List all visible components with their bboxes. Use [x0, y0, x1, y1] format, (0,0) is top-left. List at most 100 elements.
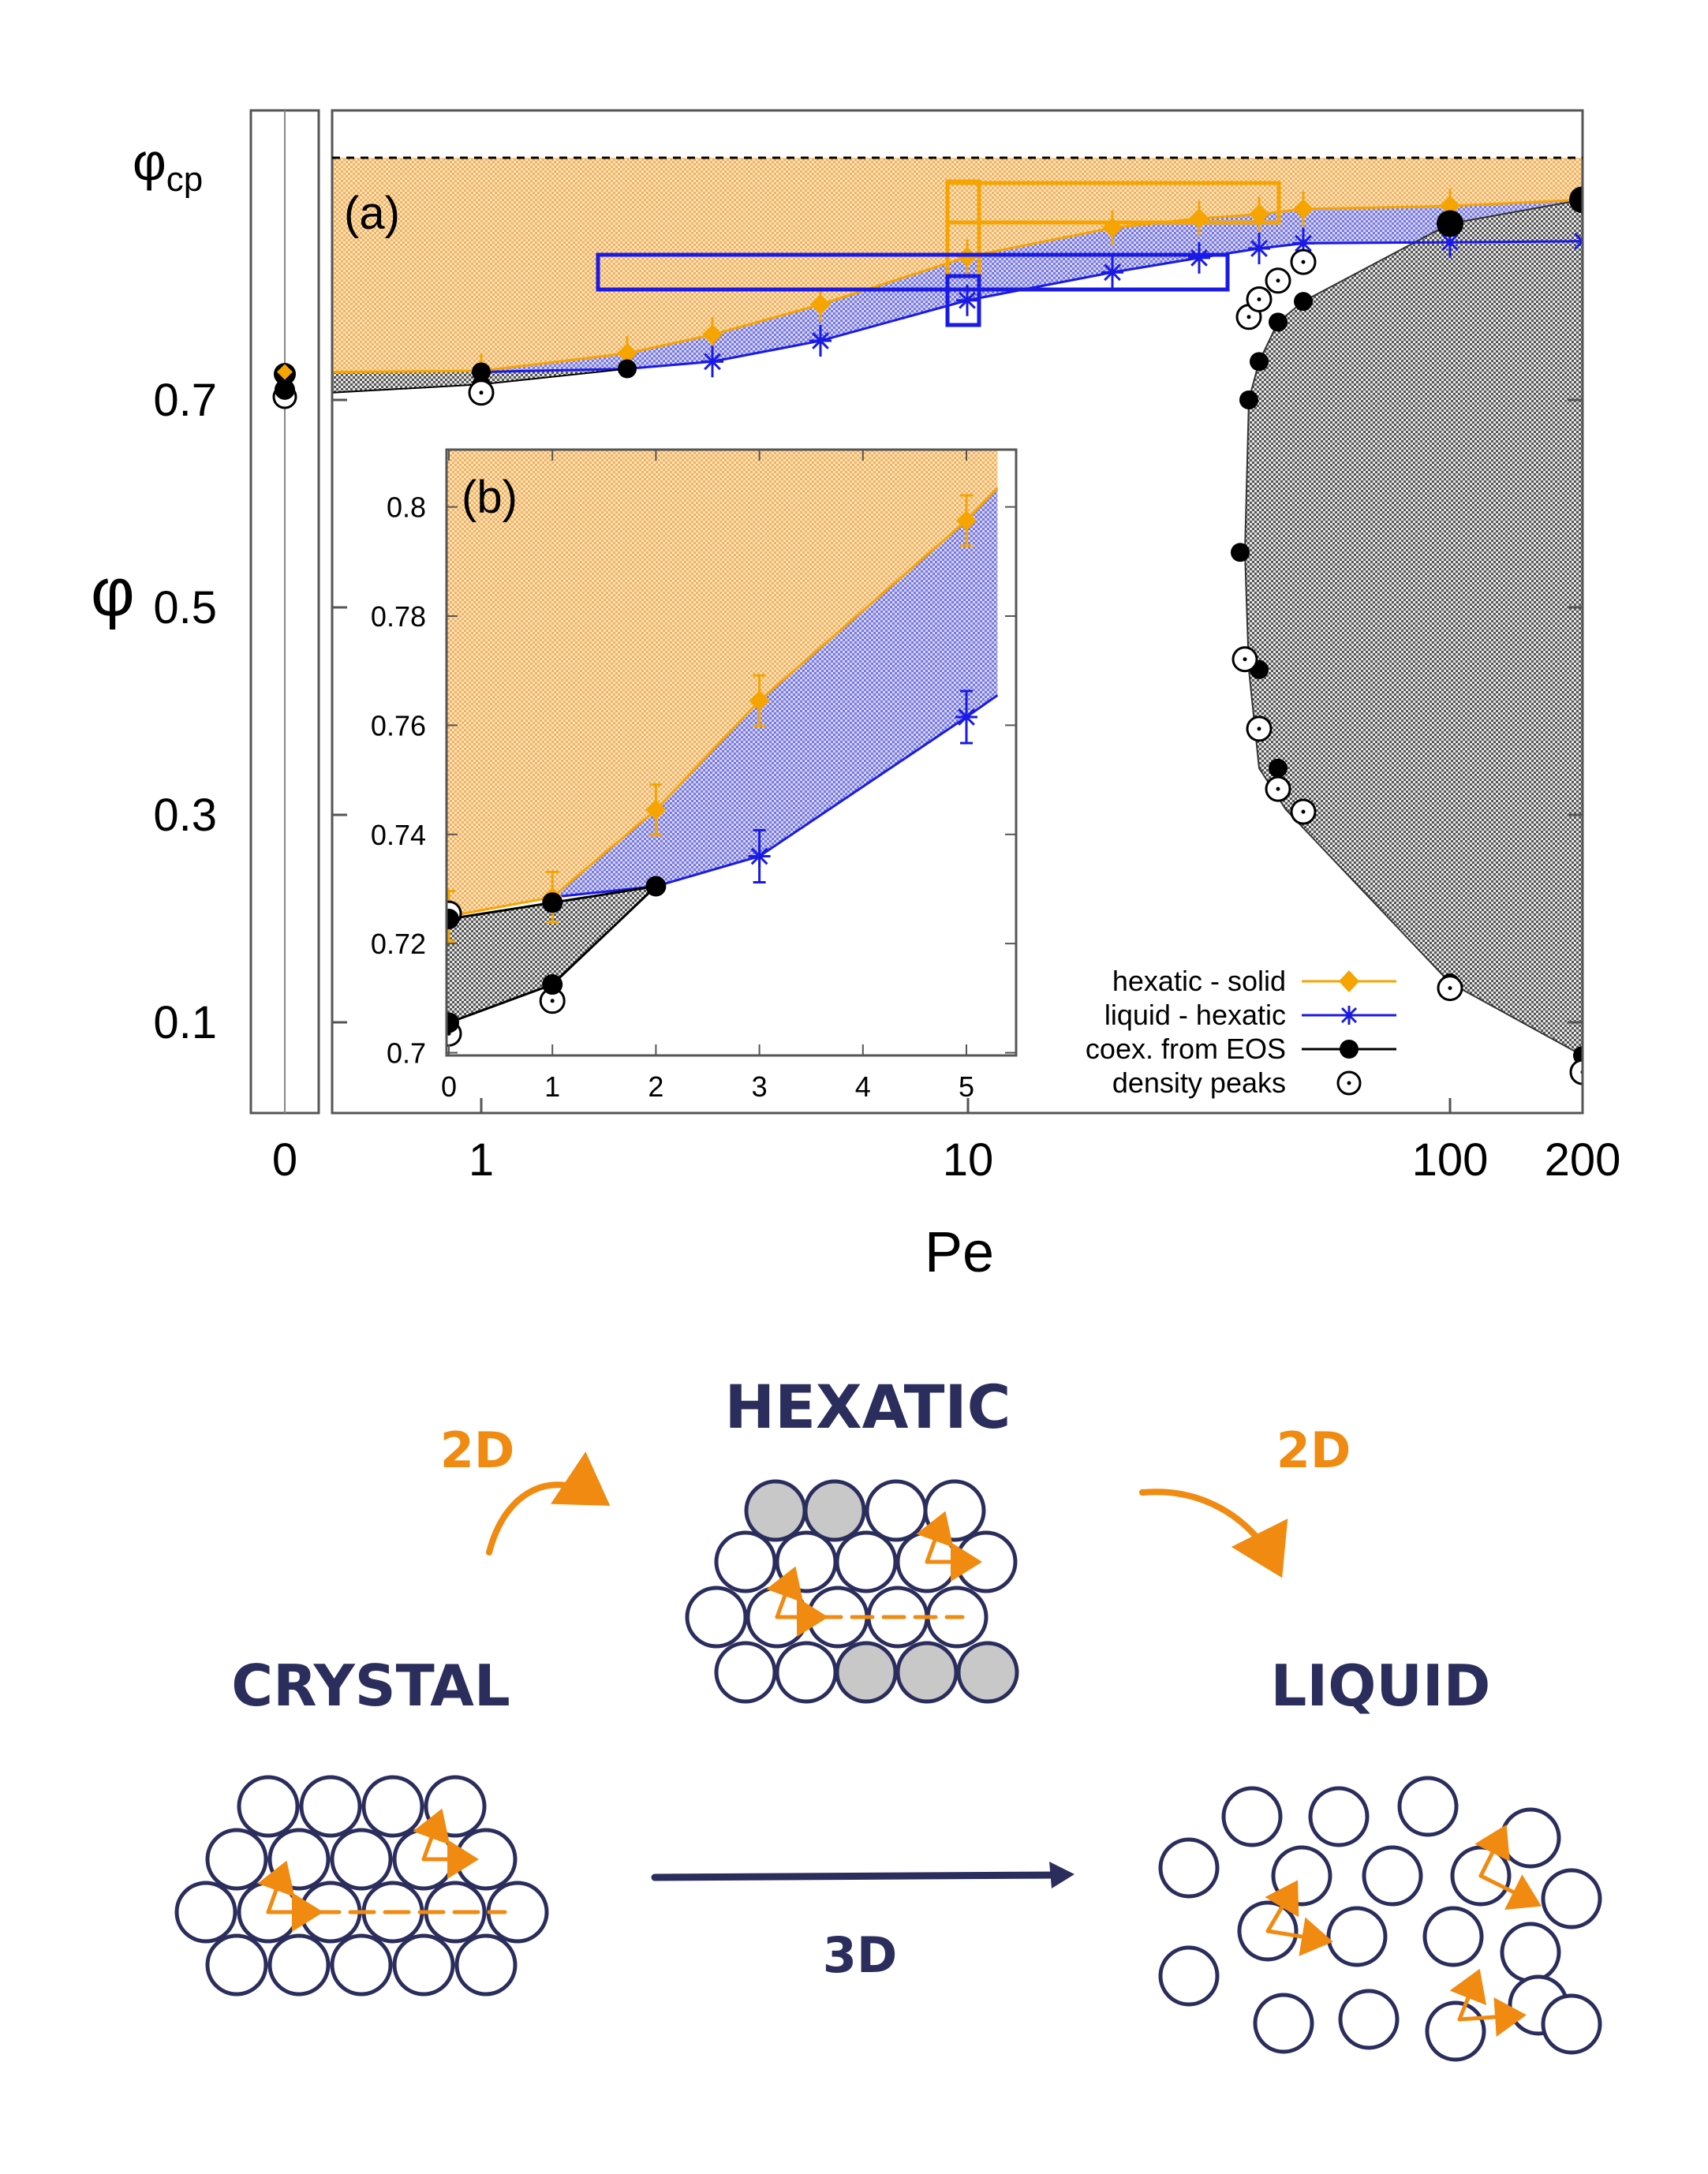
liquid-title: LIQUID — [1271, 1653, 1491, 1719]
marker-coex — [1250, 352, 1269, 372]
crystal-particle — [205, 1933, 268, 1997]
inset-y-tick-label: 0.74 — [371, 819, 426, 851]
inset-frame — [445, 448, 1018, 1057]
marker-liquid-hexatic — [1188, 246, 1210, 269]
hexatic-particle — [714, 1530, 777, 1593]
legend-label-hexatic-solid: hexatic - solid — [1112, 965, 1286, 997]
inset-marker-coex — [542, 974, 563, 995]
liquid-particle — [1397, 1776, 1459, 1837]
arrow-right-label: 2D — [1276, 1421, 1351, 1479]
hexatic-particle — [923, 1479, 986, 1542]
marker-density-peak-center — [1301, 809, 1306, 814]
inset-plot-area — [447, 450, 999, 1047]
legend: hexatic - solid liquid - hexatic coex. f… — [1086, 965, 1396, 1099]
liquid-particle — [1308, 1786, 1370, 1847]
liquid-particle — [1500, 1807, 1561, 1869]
marker-density-peak-center — [1276, 786, 1280, 791]
inset-marker-hexatic-solid — [956, 510, 977, 531]
inset-marker-liquid-hexatic — [748, 845, 771, 868]
hexatic-title: HEXATIC — [725, 1372, 1011, 1442]
inset-y-tick-label: 0.8 — [387, 491, 426, 524]
inset-region-coex — [447, 886, 656, 1024]
inset-ticks: 0.7 0.72 0.74 0.76 0.78 0.8 0 1 2 3 4 5 — [371, 450, 1016, 1103]
inset-y-tick-label: 0.7 — [387, 1037, 426, 1070]
marker-hexatic-solid — [1440, 196, 1460, 217]
marker-density-peak-center — [1448, 986, 1452, 991]
crystal-particle — [205, 1828, 268, 1891]
hexatic-particle — [775, 1530, 838, 1593]
legend-marker-star — [1340, 1006, 1359, 1025]
marker-coex — [1269, 758, 1288, 778]
inset-marker-density-peak-center — [550, 999, 555, 1003]
legend-marker-diamond — [1339, 970, 1359, 992]
liquid-arrow — [1265, 1880, 1299, 1933]
y-axis-label: φ — [91, 555, 135, 630]
crystal-particle — [237, 1775, 300, 1838]
liquid-arrow — [1265, 1917, 1333, 1956]
hexatic-particle-highlighted — [895, 1641, 959, 1704]
x-tick-label: 0 — [272, 1134, 297, 1186]
inset-x-tick-label: 5 — [959, 1070, 974, 1103]
marker-coex — [1294, 292, 1313, 312]
marker-liquid-hexatic — [1572, 230, 1583, 252]
hexatic-arrow — [766, 1566, 804, 1619]
inset-x-tick-label: 2 — [648, 1070, 663, 1103]
y-tick-label: 0.7 — [153, 375, 217, 426]
x-tick-label: 200 — [1545, 1134, 1621, 1186]
marker-density-peak-center — [1301, 260, 1306, 264]
marker-density-peak-center — [1276, 278, 1280, 283]
legend-marker-open-circle-dot — [1347, 1081, 1351, 1085]
liquid-particle — [1500, 1922, 1561, 1983]
marker-density-peak-center — [1257, 727, 1261, 731]
phase-diagram-cartoon: HEXATIC CRYSTAL LIQUID 2D 2D 3D — [174, 1372, 1602, 2062]
highlight-box-blue-wide — [596, 252, 1230, 292]
hexatic-particle — [685, 1586, 748, 1649]
liquid-arrow — [1457, 1997, 1527, 2037]
arrow-left-label: 2D — [440, 1421, 515, 1479]
crystal-particle — [299, 1775, 362, 1838]
crystal-arrow — [257, 1860, 295, 1914]
legend-label-liquid-hexatic: liquid - hexatic — [1104, 999, 1286, 1031]
liquid-particle — [1271, 1845, 1332, 1907]
marker-liquid-hexatic — [701, 350, 723, 373]
x-tick-label: 10 — [943, 1134, 994, 1186]
pe0-series-marks — [272, 363, 297, 409]
y-tick-label: 0.5 — [153, 582, 217, 633]
inset-marker-coex — [542, 892, 563, 913]
crystal-particle — [267, 1933, 331, 1997]
liquid-particle — [1221, 1786, 1283, 1847]
marker-coex-large — [1437, 210, 1463, 237]
arrow-hexatic-to-liquid — [1139, 1489, 1288, 1578]
liquid-particles — [1158, 1776, 1602, 2062]
marker-coex — [1269, 312, 1288, 332]
hexatic-particle-highlighted — [835, 1641, 898, 1704]
inset-series-marks — [447, 494, 977, 1047]
marker-coex — [1239, 390, 1258, 409]
marker-coex-large — [1569, 186, 1583, 214]
y-tick-label: 0.3 — [153, 790, 217, 841]
crystal-particle — [330, 1828, 393, 1891]
inset-y-tick-label: 0.72 — [371, 928, 426, 960]
inset-x-tick-label: 0 — [441, 1070, 457, 1103]
y-tick-label: 0.1 — [153, 997, 217, 1048]
legend-label-density-peaks: density peaks — [1112, 1066, 1286, 1099]
main-plot-area — [332, 158, 1583, 1085]
inset-marker-coex — [447, 1012, 459, 1033]
inset-x-tick-label: 1 — [544, 1070, 560, 1103]
crystal-particle — [392, 1933, 455, 1997]
liquid-particle — [1425, 2000, 1486, 2062]
crystal-particle — [330, 1933, 393, 1997]
main-series-marks — [468, 182, 1583, 1085]
line-hexatic-solid — [332, 198, 1583, 373]
crystal-title: CRYSTAL — [231, 1653, 510, 1719]
marker-hexatic-solid-pe0 — [277, 364, 293, 380]
marker-coex — [472, 362, 491, 382]
hexatic-particle — [775, 1641, 838, 1704]
main-x-ticks: 0 1 10 100 200 — [272, 1098, 1621, 1186]
phi-cp-label: φcp — [133, 133, 203, 199]
inset-x-tick-label: 3 — [752, 1070, 768, 1103]
inset-line-coex-bottom — [447, 885, 657, 1025]
inset-marker-hexatic-solid — [749, 690, 770, 712]
arrow-crystal-to-hexatic — [486, 1451, 611, 1556]
